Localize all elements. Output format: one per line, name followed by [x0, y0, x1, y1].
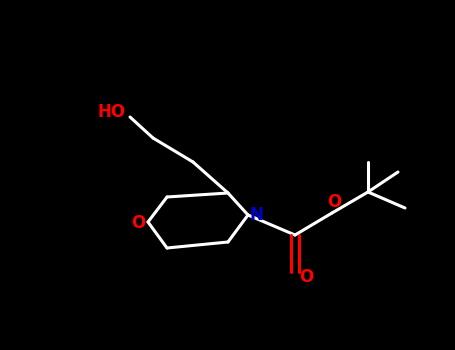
Text: O: O — [131, 214, 145, 232]
Text: HO: HO — [98, 103, 126, 121]
Text: O: O — [327, 193, 341, 211]
Text: N: N — [249, 206, 263, 224]
Text: O: O — [299, 268, 313, 286]
